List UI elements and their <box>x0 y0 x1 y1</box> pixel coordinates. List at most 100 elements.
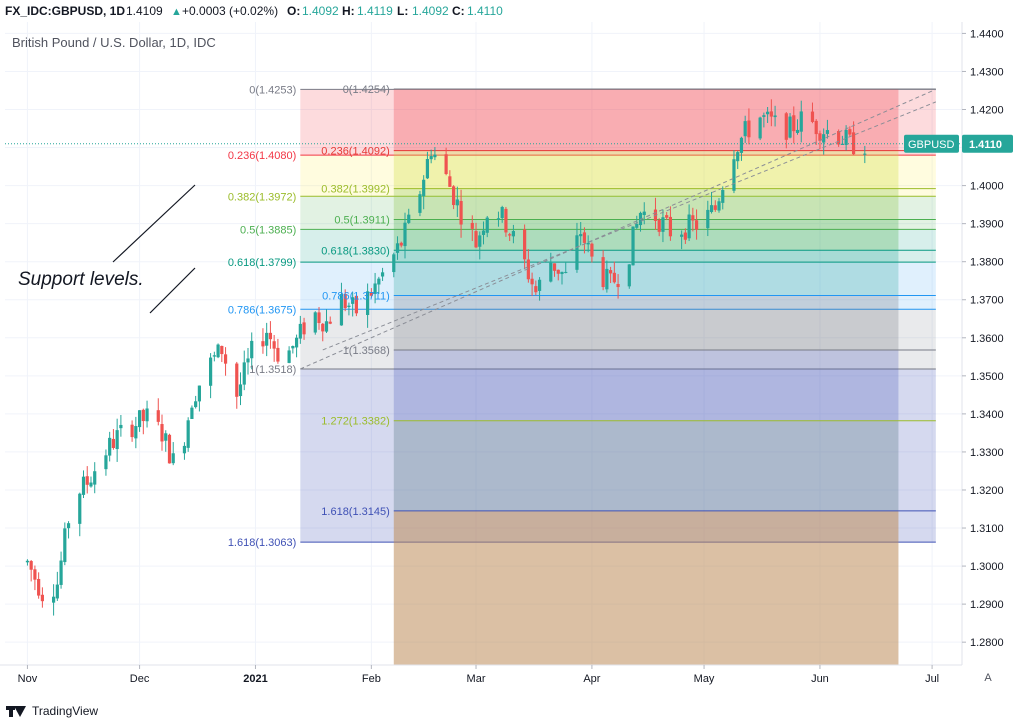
fib-level-labels: 0(1.4253) 0.236(1.4080) 0.382(1.3972) 0.5(1… <box>228 84 390 549</box>
ohlc-key-0: O: <box>287 4 300 18</box>
tradingview-logo[interactable]: TradingView <box>6 704 98 718</box>
candle-body <box>661 217 665 232</box>
price-axis-bg <box>962 22 1016 665</box>
candle-body <box>395 243 400 253</box>
candle-body <box>156 410 160 422</box>
time-tick-label-6: May <box>694 673 715 685</box>
candle-body <box>609 270 613 274</box>
candle-body <box>134 426 138 439</box>
candle-body <box>63 528 67 563</box>
candle-body <box>721 190 725 203</box>
price-tick-label-9: 1.3500 <box>970 371 1004 383</box>
ohlc-key-3: C: <box>452 4 465 18</box>
candle-body <box>291 345 295 349</box>
candle-body <box>212 355 216 357</box>
chart-title: British Pound / U.S. Dollar, 1D, IDC <box>12 35 216 50</box>
candle-body <box>93 471 97 485</box>
candle-body <box>366 291 370 316</box>
auto-scale-button[interactable]: A <box>984 672 992 684</box>
candle-body <box>261 341 265 347</box>
price-tick-label-12: 1.3200 <box>970 485 1004 497</box>
candle-body <box>164 433 168 441</box>
fib-right-zone-2 <box>393 188 899 220</box>
last-price-tag: GBPUSD 1.4110 <box>5 134 1013 153</box>
trend-channel[interactable] <box>300 88 937 370</box>
time-tick-label-0: Nov <box>18 673 38 685</box>
candle-body <box>508 234 512 236</box>
candle-body <box>709 205 714 213</box>
candle-body <box>313 312 317 333</box>
fib-left-label-0: 0(1.4253) <box>249 84 296 96</box>
price-tick-label-2: 1.4200 <box>970 105 1004 117</box>
time-tick-label-3: Feb <box>362 673 381 685</box>
candle-body <box>108 437 112 456</box>
candle-body <box>642 211 646 216</box>
last-price: 1.4109 <box>126 4 163 18</box>
price-tick-label-4: 1.4000 <box>970 181 1004 193</box>
candle-body <box>713 205 717 210</box>
fib-left-label-4: 0.618(1.3799) <box>228 257 297 269</box>
candle-body <box>287 350 291 363</box>
candle-body <box>810 111 815 122</box>
fib-right-label-7: 1.272(1.3382) <box>321 416 390 428</box>
candle-body <box>736 152 740 162</box>
candle-body <box>407 214 411 223</box>
fib-left-zone-5 <box>300 309 936 369</box>
fib-right-label-2: 0.382(1.3992) <box>321 184 390 196</box>
candle-body <box>422 179 426 197</box>
candle-body <box>552 263 557 271</box>
candle-body <box>40 594 44 602</box>
fib-left-label-3: 0.5(1.3885) <box>240 224 296 236</box>
candle-body <box>665 215 669 218</box>
fib-left-label-6: 1(1.3518) <box>249 364 296 376</box>
candle-body <box>321 323 325 332</box>
fib-right-zone-5 <box>393 295 899 350</box>
candle-body <box>339 294 344 326</box>
time-tick-label-5: Apr <box>583 673 600 685</box>
candle-body <box>694 220 699 230</box>
symbol-label[interactable]: FX_IDC:GBPUSD, 1D <box>5 4 125 18</box>
candle-body <box>37 578 41 596</box>
fib-right-zone-8 <box>393 510 899 665</box>
candle-body <box>85 476 89 485</box>
candle-body <box>792 115 796 132</box>
candle-body <box>818 133 822 141</box>
candle-body <box>78 493 82 524</box>
fib-right-label-8: 1.618(1.3145) <box>321 506 390 518</box>
price-axis[interactable]: 1.44001.43001.42001.41001.40001.39001.38… <box>961 22 1016 665</box>
time-tick-label-4: Mar <box>467 673 486 685</box>
fib-right-zone-1 <box>393 150 899 189</box>
candle-body <box>399 242 403 246</box>
candle-body <box>238 384 243 397</box>
ohlc-key-1: H: <box>342 4 355 18</box>
candle-body <box>485 217 489 233</box>
time-tick-label-2: 2021 <box>243 673 267 685</box>
candle-body <box>328 321 332 324</box>
candle-body <box>33 569 37 580</box>
candle-body <box>680 234 684 237</box>
candle-body <box>762 115 766 117</box>
candle-body <box>799 111 803 132</box>
fib-right-zone-3 <box>393 219 899 251</box>
candle-body <box>145 408 149 422</box>
time-axis[interactable]: Nov Dec 2021 Feb Mar Apr May Jun Jul <box>0 664 1016 700</box>
fib-right-label-3: 0.5(1.3911) <box>334 214 389 226</box>
fib-left-label-5: 0.786(1.3675) <box>228 304 297 316</box>
candle-body <box>429 156 433 160</box>
price-tick-label-15: 1.2900 <box>970 599 1004 611</box>
candle-body <box>523 229 527 260</box>
candles <box>25 99 867 616</box>
candle-body <box>732 159 736 191</box>
ohlc-value-0: 1.4092 <box>302 4 339 18</box>
price-tick-label-1: 1.4300 <box>970 66 1004 78</box>
fib-right-label-6: 1(1.3568) <box>343 345 390 357</box>
candle-body <box>55 584 59 599</box>
candle-body <box>549 262 553 282</box>
candle-body <box>474 231 478 248</box>
trend-line-1 <box>322 101 937 351</box>
up-arrow-icon: ▲ <box>171 6 182 18</box>
fib-retracement-right[interactable] <box>393 88 936 665</box>
candle-body <box>119 424 123 429</box>
chart-header: FX_IDC:GBPUSD, 1D 1.4109 ▲ +0.0003 (+0.0… <box>0 0 1016 22</box>
